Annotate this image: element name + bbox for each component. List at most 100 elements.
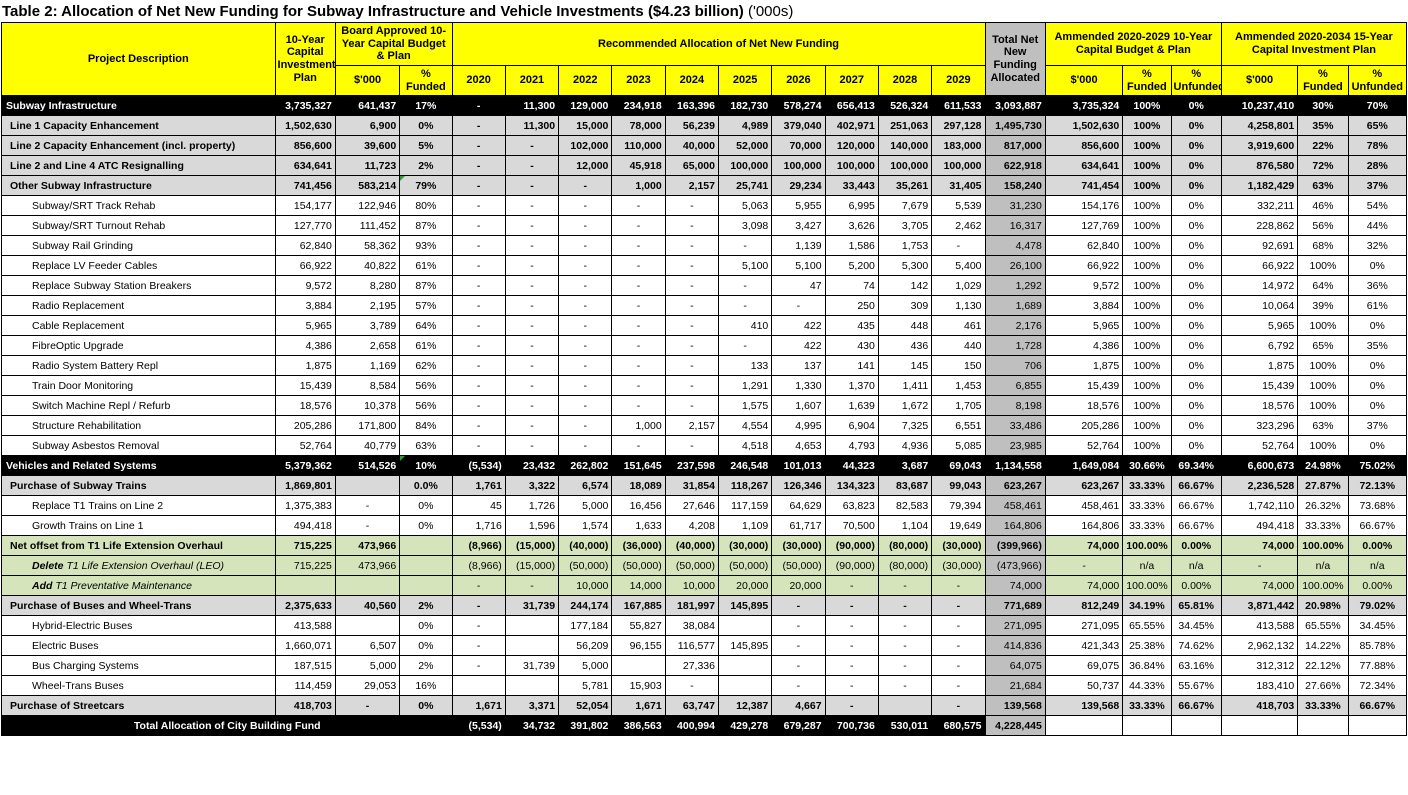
cell: - [877, 635, 933, 657]
cell: - [504, 335, 560, 357]
cell: (15,000) [504, 535, 560, 557]
cell: 1,742,110 [1220, 495, 1299, 517]
cell: 2,962,132 [1220, 635, 1299, 657]
col-header-year-2022: 2022 [558, 64, 613, 97]
cell: 30.66% [1122, 455, 1172, 477]
cell: - [451, 255, 506, 277]
table-row: Subway Infrastructure 3,735,327 641,437 17%… [1, 95, 1408, 117]
cell: - [824, 595, 879, 617]
table-title-units: ('000s) [747, 3, 794, 20]
row-label: Subway Rail Grinding [1, 235, 276, 257]
cell: - [931, 635, 986, 657]
cell: 391,802 [558, 715, 613, 737]
cell: 101,013 [771, 455, 826, 477]
cell: 117,159 [717, 495, 773, 517]
cell: 1,502,630 [1044, 115, 1124, 137]
cell: 100% [1297, 255, 1349, 277]
cell: 11,723 [334, 155, 401, 177]
cell [717, 615, 773, 637]
cell: 680,575 [931, 715, 986, 737]
cell: 69,043 [931, 455, 986, 477]
table-row: Subway Asbestos Removal 52,764 40,779 63% - -… [1, 435, 1408, 457]
cell: 440 [931, 335, 986, 357]
cell: 1,495,730 [984, 115, 1046, 137]
cell: 244,174 [558, 595, 613, 617]
cell: - [824, 655, 879, 677]
cell: (80,000) [877, 555, 933, 577]
cell: 129,000 [558, 95, 613, 117]
table-row: Subway/SRT Track Rehab 154,177 122,946 80% -… [1, 195, 1408, 217]
cell: 27,646 [664, 495, 719, 517]
table-row: Train Door Monitoring 15,439 8,584 56% - - - - -… [1, 375, 1408, 397]
cell: 3,735,327 [274, 95, 336, 117]
cell: 473,966 [334, 555, 401, 577]
cell: 4,554 [717, 415, 773, 437]
cell [611, 655, 666, 677]
row-label: Vehicles and Related Systems [1, 455, 276, 477]
cell: (5,534) [451, 455, 506, 477]
cell: 66.67% [1347, 515, 1408, 537]
col-header-year-2024: 2024 [664, 64, 719, 97]
cell: 4,208 [664, 515, 719, 537]
cell [504, 675, 560, 697]
cell: 309 [877, 295, 933, 317]
cell: 1,139 [771, 235, 826, 257]
cell: 78% [1347, 135, 1408, 157]
cell: 69.34% [1170, 455, 1222, 477]
cell: 56% [1297, 215, 1349, 237]
cell: 5,300 [877, 255, 933, 277]
cell: 44.33% [1122, 675, 1172, 697]
cell: 1,000 [611, 415, 666, 437]
cell: - [451, 235, 506, 257]
cell: 812,249 [1044, 595, 1124, 617]
cell: - [558, 255, 613, 277]
cell: 19,649 [931, 515, 986, 537]
cell: 1,875 [274, 355, 336, 377]
cell: (40,000) [664, 535, 719, 557]
cell: 3,884 [1044, 295, 1124, 317]
cell: 4,793 [824, 435, 879, 457]
cell: 74,000 [1044, 535, 1124, 557]
cell: 63% [1297, 175, 1349, 197]
cell: 63,747 [664, 695, 719, 717]
cell: 63,823 [824, 495, 879, 517]
cell: n/a [1297, 555, 1349, 577]
cell: - [451, 155, 506, 177]
cell: 64% [399, 315, 453, 337]
cell: 1,716 [451, 515, 506, 537]
cell: - [558, 215, 613, 237]
cell: - [611, 195, 666, 217]
cell: - [664, 215, 719, 237]
col-group-recommended-allocation: Recommended Allocation of Net New Fundin… [451, 22, 986, 66]
cell: (50,000) [717, 555, 773, 577]
cell: 25,741 [717, 175, 773, 197]
cell: 65% [1297, 335, 1349, 357]
cell: - [931, 595, 986, 617]
cell: 66,922 [274, 255, 336, 277]
cell: 74.62% [1170, 635, 1222, 657]
cell: 34.45% [1170, 615, 1222, 637]
cell: 66.67% [1170, 695, 1222, 717]
cell: 100,000 [717, 155, 773, 177]
cell: 0% [1170, 375, 1222, 397]
cell: 312,312 [1220, 655, 1299, 677]
cell: 1,375,383 [274, 495, 336, 517]
cell: 1,649,084 [1044, 455, 1124, 477]
cell: 37% [1347, 415, 1408, 437]
cell: 435 [824, 315, 879, 337]
cell: 5,000 [558, 495, 613, 517]
cell: 164,806 [1044, 515, 1124, 537]
table-row: Line 1 Capacity Enhancement 1,502,630 6,90… [1, 115, 1408, 137]
cell: 145,895 [717, 595, 773, 617]
cell: - [771, 635, 826, 657]
cell: - [824, 575, 879, 597]
cell: 5,965 [1044, 315, 1124, 337]
table-row: Replace T1 Trains on Line 2 1,375,383-0% 4… [1, 495, 1408, 517]
cell: 5,085 [931, 435, 986, 457]
cell: 29,234 [771, 175, 826, 197]
cell: 116,577 [664, 635, 719, 657]
row-label: Replace LV Feeder Cables [1, 255, 276, 277]
table-row: Bus Charging Systems 187,515 5,000 2% -31,73… [1, 655, 1408, 677]
table-row: Purchase of Streetcars 418,703-0% 1,671 3,3… [1, 695, 1408, 717]
cell: 8,198 [984, 395, 1046, 417]
